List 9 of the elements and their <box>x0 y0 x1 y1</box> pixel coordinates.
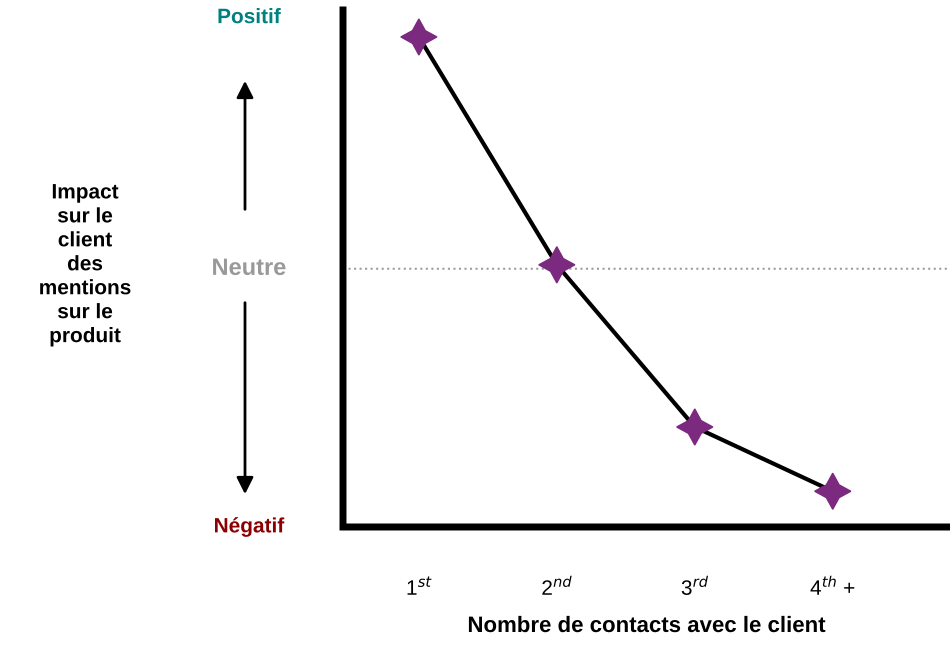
x-tick-label: 3$^{rd}$ <box>682 576 708 595</box>
text: Positif <box>218 8 281 24</box>
x-tick-label: 4$^{th}$ + <box>810 576 854 595</box>
text: Négatif <box>215 517 284 537</box>
x-tick-label: 2$^{nd}$ <box>542 576 572 595</box>
x-axis-title: Nombre de contacts avec le client <box>468 616 826 632</box>
x-tick-label: 1$^{st}$ <box>408 576 432 595</box>
ref-line-label: Neutre <box>213 258 286 276</box>
text: Impact sur le client des mentions sur le produit <box>40 184 130 346</box>
